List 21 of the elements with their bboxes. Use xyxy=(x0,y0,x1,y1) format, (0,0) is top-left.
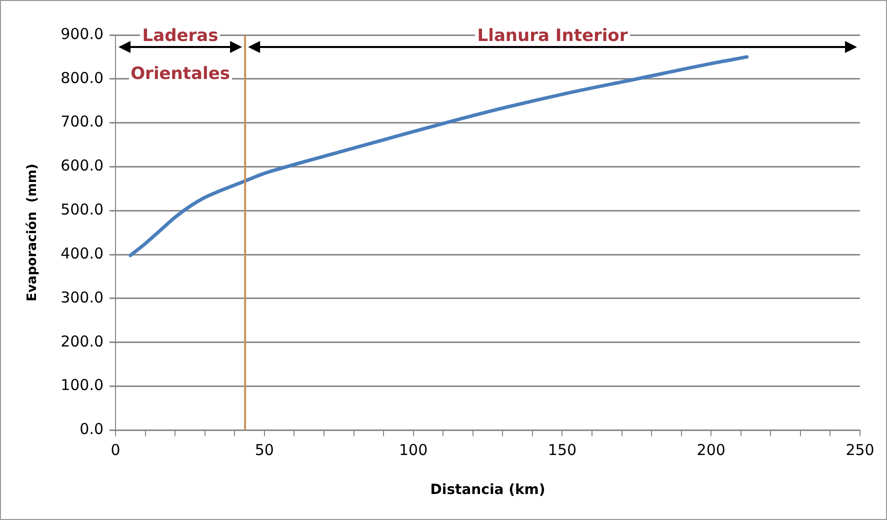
x-tick-label: 150 xyxy=(548,441,577,460)
annotation: Llanura Interior xyxy=(475,26,630,46)
y-tick-label: 900.0 xyxy=(60,24,104,43)
y-tick-label: 200.0 xyxy=(60,332,104,350)
y-tick-label: 300.0 xyxy=(60,288,104,306)
annotation: Laderas Orientales xyxy=(130,26,231,84)
y-tick-label: 800.0 xyxy=(60,68,104,87)
line-series xyxy=(128,55,749,258)
y-tick-label: 600.0 xyxy=(60,156,104,175)
x-tick-label: 50 xyxy=(254,441,274,460)
x-axis-title: Distancia (km) xyxy=(430,482,546,498)
x-tick-label: 200 xyxy=(696,441,726,460)
y-tick-label: 100.0 xyxy=(60,376,104,394)
y-axis-title: Evaporación (mm) xyxy=(25,164,40,302)
x-tick-label: 100 xyxy=(399,441,428,460)
x-tick-label: 250 xyxy=(846,441,874,460)
y-tick-label: 0.0 xyxy=(80,420,104,438)
y-tick-label: 500.0 xyxy=(60,200,104,219)
y-tick-label: 700.0 xyxy=(60,112,104,131)
x-tick-label: 0 xyxy=(110,441,120,460)
y-tick-label: 400.0 xyxy=(60,244,104,262)
